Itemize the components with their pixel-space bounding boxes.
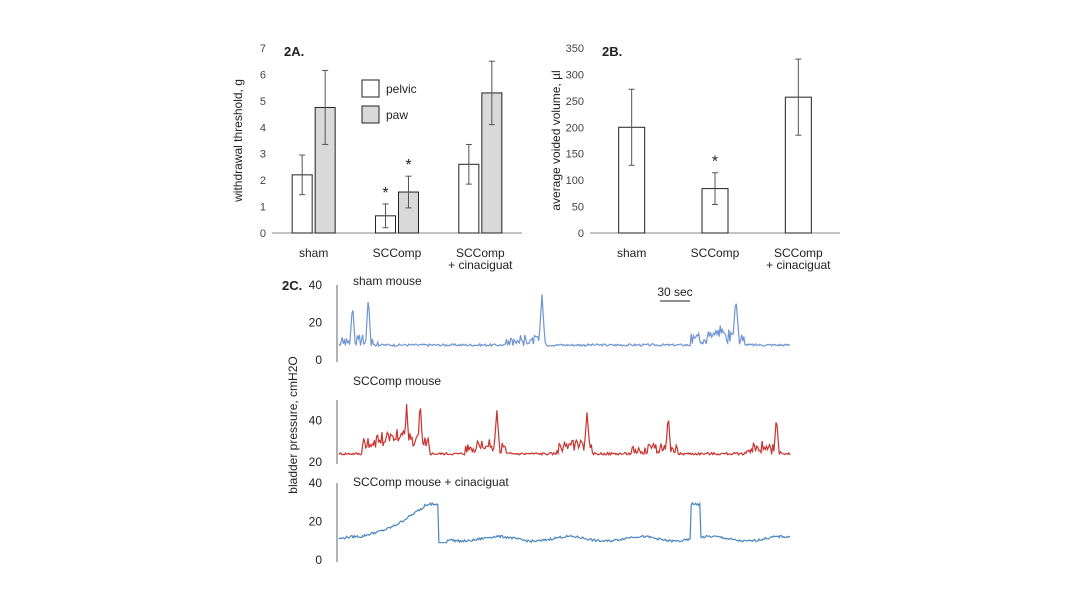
trace-title: SCComp mouse: [353, 374, 441, 388]
y-tick-label: 100: [566, 175, 584, 187]
chart-2C: 2C. bladder pressure, cmH2O 30 sec 0 20 40 sha…: [282, 274, 791, 567]
y-tick-label: 7: [260, 43, 266, 55]
y-tick-label: 350: [566, 43, 584, 55]
panel-label: 2B.: [602, 44, 622, 59]
y-tick-label: 200: [566, 122, 584, 134]
trace-tick-label: 20: [309, 455, 323, 469]
y-tick-label: 1: [260, 202, 266, 214]
x-tick-label: + cinaciguat: [766, 258, 831, 272]
trace-tick-label: 0: [315, 353, 322, 367]
y-tick-label: 300: [566, 69, 584, 81]
legend-label-pelvic: pelvic: [386, 82, 417, 96]
trace-line-2: [338, 501, 791, 544]
trace-title: SCComp mouse + cinaciguat: [353, 475, 509, 489]
x-tick-label: + cinaciguat: [448, 258, 513, 272]
x-tick-label: SCComp: [456, 246, 505, 260]
x-tick-label: SCComp: [691, 246, 740, 260]
trace-tick-label: 40: [309, 278, 323, 292]
trace-tick-label: 0: [315, 553, 322, 567]
y-axis-label: withdrawal threshold, g: [231, 79, 245, 203]
legend-swatch-paw: [361, 105, 380, 124]
trace-line-0: [338, 294, 791, 348]
trace-line-1: [338, 404, 791, 457]
y-tick-label: 3: [260, 149, 266, 161]
y-axis-label: bladder pressure, cmH2O: [286, 356, 300, 493]
x-tick-label: sham: [617, 246, 646, 260]
legend-swatch-pelvic: [361, 79, 380, 98]
trace-tick-label: 40: [309, 414, 323, 428]
x-tick-label: SCComp: [373, 246, 422, 260]
significance-marker: *: [712, 154, 718, 171]
y-tick-label: 0: [260, 228, 266, 240]
trace-tick-label: 40: [309, 476, 323, 490]
y-axis-label: average voided volume, µl: [549, 70, 563, 210]
panel-label: 2A.: [284, 44, 304, 59]
y-tick-label: 0: [578, 228, 584, 240]
chart-2B: 2B. average voided volume, µl 0 50 100 150 200…: [549, 43, 840, 272]
y-tick-label: 250: [566, 96, 584, 108]
significance-marker: *: [382, 185, 388, 202]
x-tick-label: SCComp: [774, 246, 823, 260]
y-tick-label: 6: [260, 69, 266, 81]
y-tick-label: 50: [572, 202, 584, 214]
legend-label-paw: paw: [386, 108, 408, 122]
trace-title: sham mouse: [353, 274, 422, 288]
significance-marker: *: [405, 157, 411, 174]
y-tick-label: 150: [566, 149, 584, 161]
trace-tick-label: 20: [309, 316, 323, 330]
y-tick-label: 2: [260, 175, 266, 187]
y-tick-label: 5: [260, 96, 266, 108]
panel-label: 2C.: [282, 278, 302, 293]
x-tick-label: sham: [299, 246, 328, 260]
scale-bar-label: 30 sec: [657, 285, 692, 299]
y-tick-label: 4: [260, 122, 266, 134]
trace-tick-label: 20: [309, 515, 323, 529]
chart-2A: 2A. withdrawal threshold, g 0 1 2 3 4 5 6 7 sham SC…: [231, 43, 522, 272]
